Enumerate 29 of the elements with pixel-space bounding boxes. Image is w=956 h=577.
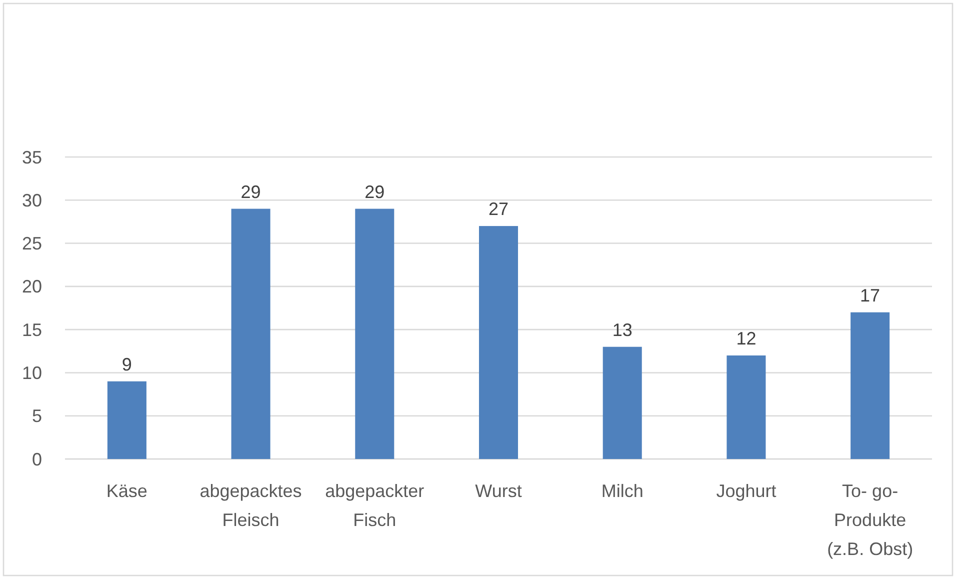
y-tick-label: 20 [22,276,42,297]
x-tick-label: Joghurt [716,481,776,501]
data-label: 9 [122,354,132,374]
data-label: 17 [860,285,880,306]
bar [231,208,270,459]
bar [107,381,146,459]
y-tick-label: 15 [22,320,42,340]
y-tick-label: 10 [22,363,42,384]
data-label: 29 [364,182,385,202]
bar [726,355,766,459]
bar [850,312,890,459]
x-tick-label: Käse [106,481,148,501]
y-tick-label: 35 [22,147,42,168]
bar [355,208,394,459]
x-tick-label: abgepacktes Fleisch [200,481,302,530]
data-label: 12 [736,328,756,348]
x-tick-label: To- go- Produkte (z.B. Obst) [827,481,914,559]
y-tick-label: 25 [22,234,42,254]
data-label: 13 [612,320,632,340]
data-label: 29 [240,182,261,202]
y-tick-label: 30 [22,190,42,210]
x-tick-label: abgepackter Fisch [325,481,424,530]
data-label: 27 [488,199,509,220]
x-tick-label: Wurst [475,481,522,501]
bar [602,346,642,459]
y-tick-label: 5 [32,406,42,426]
y-tick-label: 0 [32,449,42,470]
bar [478,226,518,459]
x-tick-label: Milch [601,481,644,501]
